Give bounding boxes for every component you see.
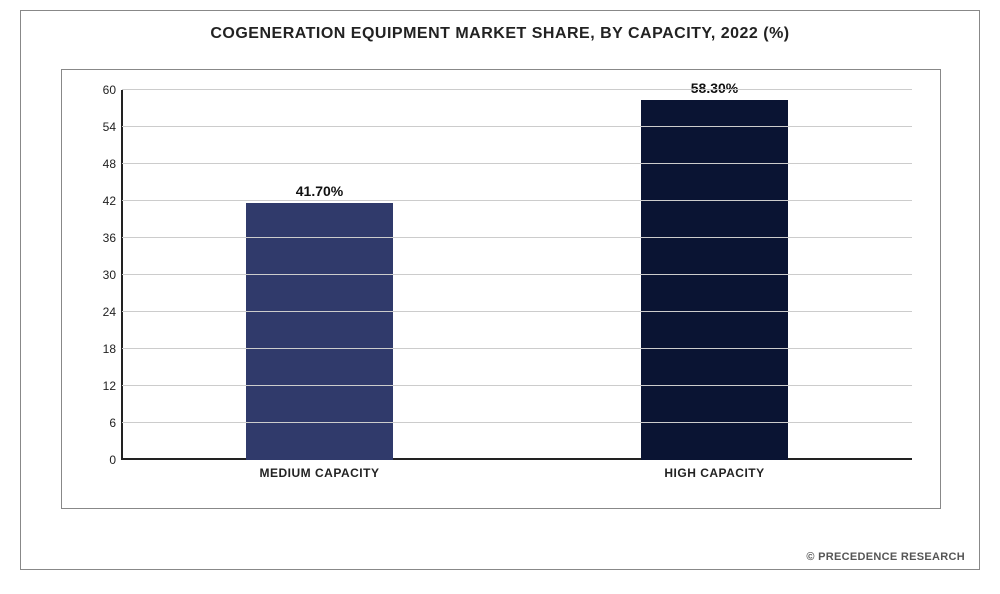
y-tick-label: 36 (103, 231, 122, 245)
y-tick-label: 18 (103, 342, 122, 356)
y-tick-label: 54 (103, 120, 122, 134)
y-tick-label: 0 (109, 453, 122, 467)
chart-title: COGENERATION EQUIPMENT MARKET SHARE, BY … (21, 11, 979, 61)
outer-frame: COGENERATION EQUIPMENT MARKET SHARE, BY … (20, 10, 980, 570)
y-tick-label: 30 (103, 268, 122, 282)
y-tick-label: 60 (103, 83, 122, 97)
bar-slot: 58.30% (596, 80, 833, 460)
y-tick-label: 42 (103, 194, 122, 208)
x-labels: MEDIUM CAPACITY HIGH CAPACITY (122, 466, 912, 480)
grid-line (122, 311, 912, 312)
y-tick-label: 24 (103, 305, 122, 319)
grid-line (122, 126, 912, 127)
y-tick-label: 12 (103, 379, 122, 393)
grid-line (122, 385, 912, 386)
y-tick-label: 6 (109, 416, 122, 430)
bars-container: 41.70%58.30% (122, 90, 912, 460)
grid-line (122, 274, 912, 275)
grid-line (122, 200, 912, 201)
bar-value-label: 41.70% (296, 183, 343, 199)
x-category-label: HIGH CAPACITY (596, 466, 833, 480)
grid-line (122, 89, 912, 90)
attribution: © PRECEDENCE RESEARCH (806, 551, 965, 563)
grid-line (122, 163, 912, 164)
grid-line (122, 422, 912, 423)
plot-area: 41.70%58.30% 06121824303642485460 (122, 90, 912, 460)
bar-slot: 41.70% (201, 183, 438, 460)
grid-line (122, 237, 912, 238)
x-category-label: MEDIUM CAPACITY (201, 466, 438, 480)
bar (641, 100, 788, 460)
y-tick-label: 48 (103, 157, 122, 171)
grid-line (122, 348, 912, 349)
plot-frame: 41.70%58.30% 06121824303642485460 MEDIUM… (61, 69, 941, 509)
